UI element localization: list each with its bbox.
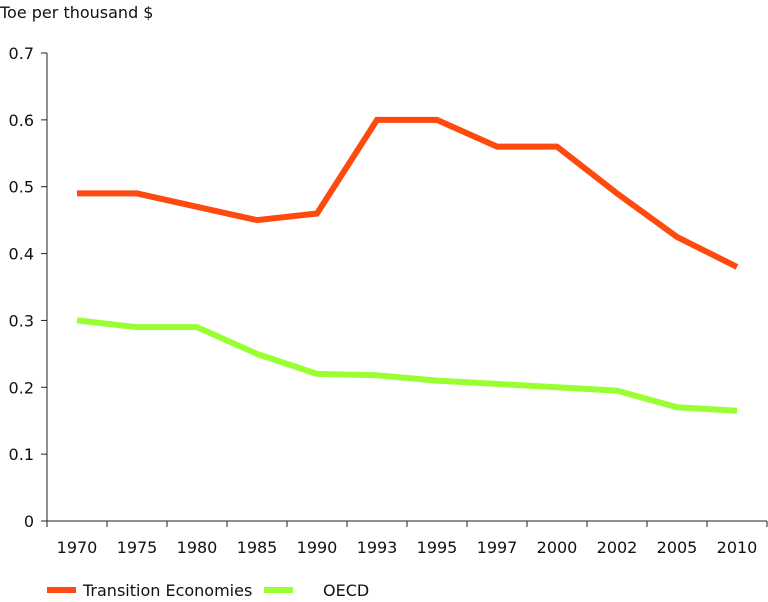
y-tick-label: 0.7 — [9, 44, 34, 63]
x-tick-label: 2010 — [717, 538, 758, 557]
x-tick-label: 1980 — [177, 538, 218, 557]
y-tick-label: 0 — [24, 512, 34, 531]
y-tick-label: 0.4 — [9, 245, 34, 264]
y-tick-label: 0.2 — [9, 378, 34, 397]
x-tick-label: 2002 — [597, 538, 638, 557]
x-tick-label: 1997 — [477, 538, 518, 557]
x-tick-label: 1970 — [57, 538, 98, 557]
y-tick-label: 0.6 — [9, 111, 34, 130]
x-tick-label: 1985 — [237, 538, 278, 557]
y-tick-label: 0.5 — [9, 178, 34, 197]
y-axis-unit-label: Toe per thousand $ — [0, 3, 153, 22]
x-tick-label: 2005 — [657, 538, 698, 557]
series-line-oecd — [76, 317, 738, 414]
series-layer — [76, 116, 739, 414]
x-tick-label: 1975 — [117, 538, 158, 557]
y-axis: 0 0.1 0.2 0.3 0.4 0.5 0.6 0.7 — [9, 44, 48, 531]
x-tick-label: 1995 — [417, 538, 458, 557]
x-axis: 1970 1975 1980 1985 1990 1993 1995 1997 2000 2002… — [46, 520, 768, 557]
x-tick-label: 1990 — [297, 538, 338, 557]
y-tick-label: 0.3 — [9, 311, 34, 330]
series-line-transition-economies — [77, 116, 739, 270]
legend-label: OECD — [323, 581, 369, 600]
legend-label: Transition Economies — [82, 581, 252, 600]
x-tick-label: 1993 — [357, 538, 398, 557]
x-tick-label: 2000 — [537, 538, 578, 557]
legend: Transition Economies OECD — [47, 581, 369, 600]
y-tick-label: 0.1 — [9, 445, 34, 464]
